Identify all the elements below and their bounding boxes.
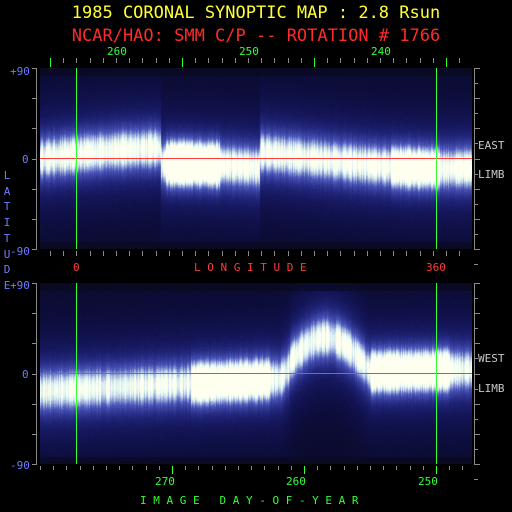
lat-tick-top-zero: 0 [22,153,29,166]
latitude-letter: T [3,231,11,245]
bottom-axis-label-270: 270 [155,475,175,488]
day-of-year-label: I M A G E D A Y - O F - Y E A R [140,494,359,507]
top-panel-overlay [40,68,472,249]
latitude-letter: A [3,184,11,198]
lat-tick-top-north: +90 [10,65,30,78]
map-subtitle: NCAR/HAO: SMM C/P -- ROTATION # 1766 [71,26,441,46]
top-synoptic-panel [40,68,472,249]
bottom-axis-label-260: 260 [286,475,306,488]
top-axis-label-240: 240 [371,45,391,58]
west-limb-label-line1: WEST [478,352,505,365]
longitude-end-label: 360 [426,261,446,274]
map-title: 1985 CORONAL SYNOPTIC MAP : 2.8 Rsun [71,3,441,23]
lat-tick-top-south: -90 [10,245,30,258]
latitude-letter: E [3,278,11,292]
bottom-axis-label-250: 250 [418,475,438,488]
latitude-letter: L [3,169,11,182]
latitude-letter: D [3,263,11,277]
latitude-letter: I [3,216,11,230]
lat-tick-bottom-south: -90 [10,459,30,472]
west-limb-label-line2: LIMB [478,382,505,395]
lat-tick-bottom-zero: 0 [22,368,29,381]
top-axis-label-250: 250 [239,45,259,58]
longitude-start-label: 0 [73,261,80,274]
latitude-letter: U [3,247,11,261]
lat-tick-bottom-north: +90 [10,279,30,292]
top-axis-label-260: 260 [107,45,127,58]
east-limb-label-line2: LIMB [478,168,505,181]
bottom-panel-overlay [40,283,472,464]
east-limb-label-line1: EAST [478,139,505,152]
bottom-synoptic-panel [40,283,472,464]
longitude-label: L O N G I T U D E [194,261,307,274]
latitude-letter: T [3,200,11,214]
